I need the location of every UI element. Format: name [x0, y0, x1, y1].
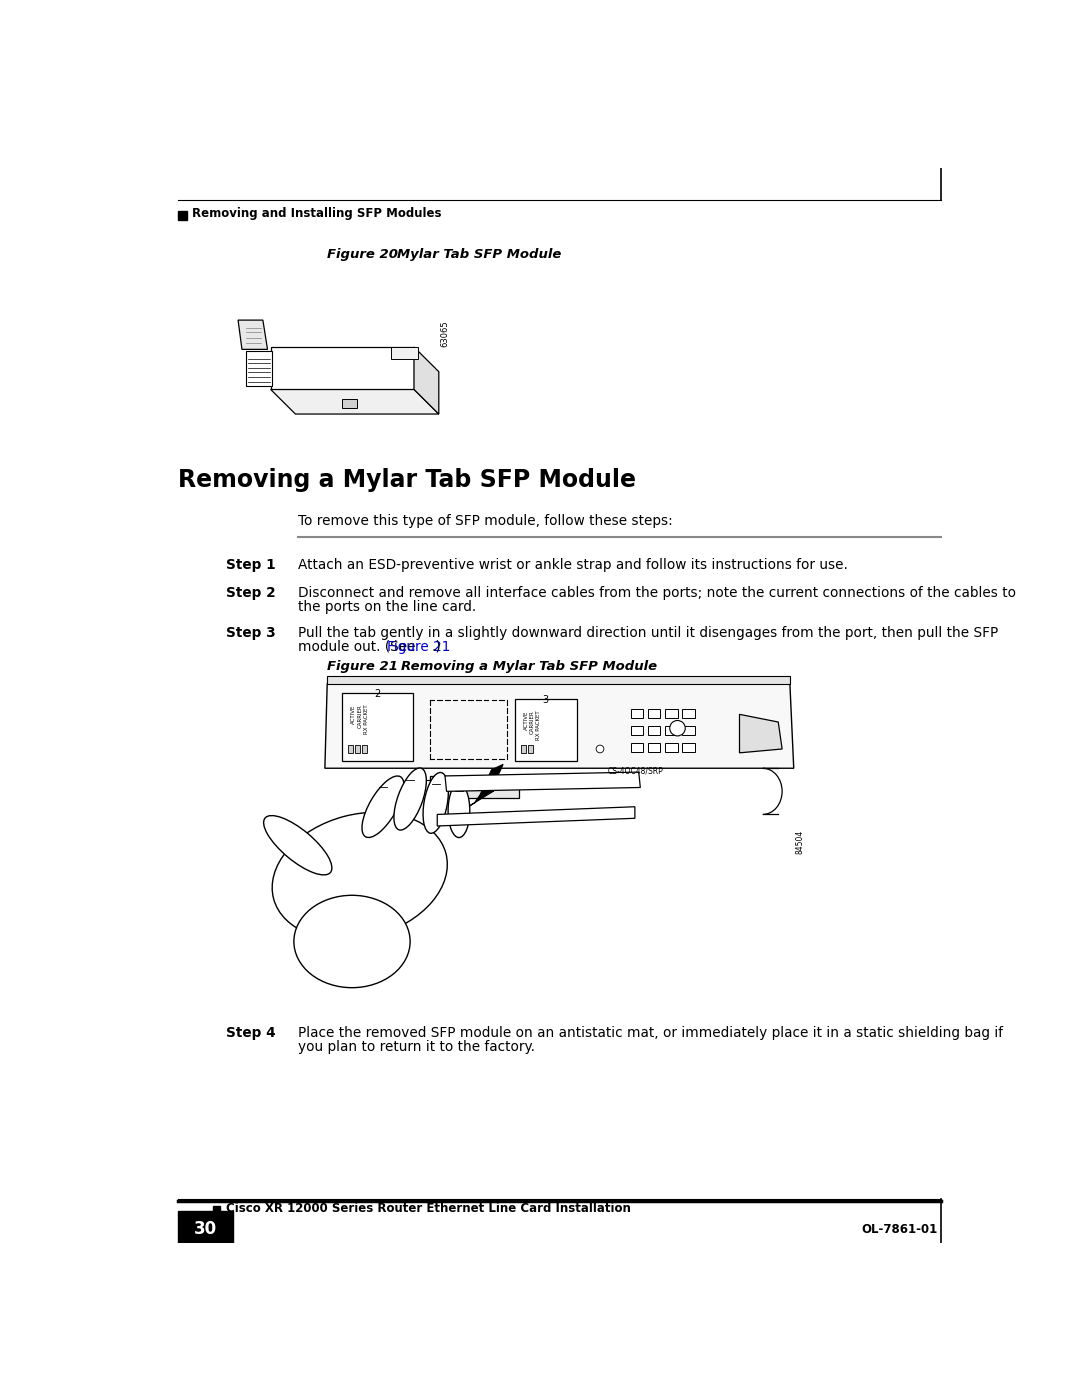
Text: To remove this type of SFP module, follow these steps:: To remove this type of SFP module, follo… [298, 514, 673, 528]
Ellipse shape [272, 812, 447, 940]
Polygon shape [414, 346, 438, 414]
Text: Step 4: Step 4 [227, 1027, 276, 1041]
Text: RX PACKET: RX PACKET [537, 711, 541, 740]
Bar [683, 726, 694, 735]
Bar [648, 743, 661, 752]
Text: Step 2: Step 2 [227, 585, 276, 599]
Bar [665, 726, 677, 735]
Ellipse shape [448, 784, 470, 838]
Text: RX PACKET: RX PACKET [364, 704, 368, 733]
Bar [342, 398, 357, 408]
Text: the ports on the line card.: the ports on the line card. [298, 599, 476, 613]
Text: Attach an ESD-preventive wrist or ankle strap and follow its instructions for us: Attach an ESD-preventive wrist or ankle … [298, 557, 848, 571]
Polygon shape [430, 775, 518, 782]
Bar [665, 708, 677, 718]
Ellipse shape [423, 773, 448, 833]
Text: 30: 30 [194, 1221, 217, 1239]
Bar [683, 743, 694, 752]
Ellipse shape [362, 775, 404, 837]
Text: Cisco XR 12000 Series Router Ethernet Line Card Installation: Cisco XR 12000 Series Router Ethernet Li… [226, 1203, 631, 1215]
Ellipse shape [294, 895, 410, 988]
Text: Step 1: Step 1 [227, 557, 276, 571]
Bar [665, 743, 677, 752]
Text: ACTIVE: ACTIVE [524, 711, 529, 729]
Ellipse shape [264, 816, 332, 875]
Text: 2: 2 [375, 689, 381, 698]
Text: Figure 21: Figure 21 [387, 640, 450, 654]
Polygon shape [740, 714, 782, 753]
Polygon shape [238, 320, 268, 349]
Text: .): .) [432, 640, 442, 654]
Polygon shape [327, 676, 789, 683]
Text: Disconnect and remove all interface cables from the ports; note the current conn: Disconnect and remove all interface cabl… [298, 585, 1016, 599]
Text: Removing and Installing SFP Modules: Removing and Installing SFP Modules [191, 207, 441, 221]
Text: 84504: 84504 [796, 830, 805, 854]
Bar [528, 745, 532, 753]
Polygon shape [437, 806, 635, 826]
Text: Pull the tab gently in a slightly downward direction until it disengages from th: Pull the tab gently in a slightly downwa… [298, 626, 998, 640]
Bar [391, 346, 418, 359]
Polygon shape [271, 390, 438, 414]
Bar [362, 745, 367, 753]
Polygon shape [271, 346, 414, 390]
Bar [631, 708, 644, 718]
Bar [177, 211, 187, 219]
Text: OL-7861-01: OL-7861-01 [861, 1222, 937, 1236]
Text: Removing a Mylar Tab SFP Module: Removing a Mylar Tab SFP Module [401, 661, 657, 673]
Ellipse shape [394, 768, 427, 830]
Text: 63065: 63065 [441, 320, 449, 346]
Bar [521, 745, 526, 753]
Text: Step 3: Step 3 [227, 626, 276, 640]
Text: CS-4OC48/SRP: CS-4OC48/SRP [608, 767, 663, 775]
Bar [177, 1211, 233, 1243]
Text: Figure 21: Figure 21 [327, 661, 399, 673]
Bar [648, 726, 661, 735]
Text: Removing a Mylar Tab SFP Module: Removing a Mylar Tab SFP Module [177, 468, 636, 492]
Text: Mylar Tab SFP Module: Mylar Tab SFP Module [397, 249, 562, 261]
Text: Figure 20: Figure 20 [327, 249, 399, 261]
Bar [648, 708, 661, 718]
Bar [631, 726, 644, 735]
Text: Place the removed SFP module on an antistatic mat, or immediately place it in a : Place the removed SFP module on an antis… [298, 1027, 1002, 1041]
Bar [342, 693, 414, 760]
Text: CARRIER: CARRIER [530, 711, 536, 735]
Circle shape [670, 721, 685, 736]
Bar [246, 351, 272, 386]
Circle shape [464, 781, 472, 789]
Text: CARRIER: CARRIER [357, 704, 363, 728]
Bar [515, 698, 577, 760]
Text: ACTIVE: ACTIVE [351, 704, 356, 724]
Bar [348, 745, 353, 753]
Bar [631, 743, 644, 752]
Bar [355, 745, 360, 753]
Polygon shape [325, 683, 794, 768]
Text: you plan to return it to the factory.: you plan to return it to the factory. [298, 1039, 535, 1055]
Bar [683, 708, 694, 718]
Circle shape [596, 745, 604, 753]
Bar [213, 1206, 220, 1214]
Polygon shape [418, 780, 430, 798]
Bar [430, 775, 518, 798]
Text: module out. (See: module out. (See [298, 640, 420, 654]
Polygon shape [445, 773, 640, 791]
Text: 3: 3 [542, 696, 549, 705]
Polygon shape [469, 764, 503, 806]
